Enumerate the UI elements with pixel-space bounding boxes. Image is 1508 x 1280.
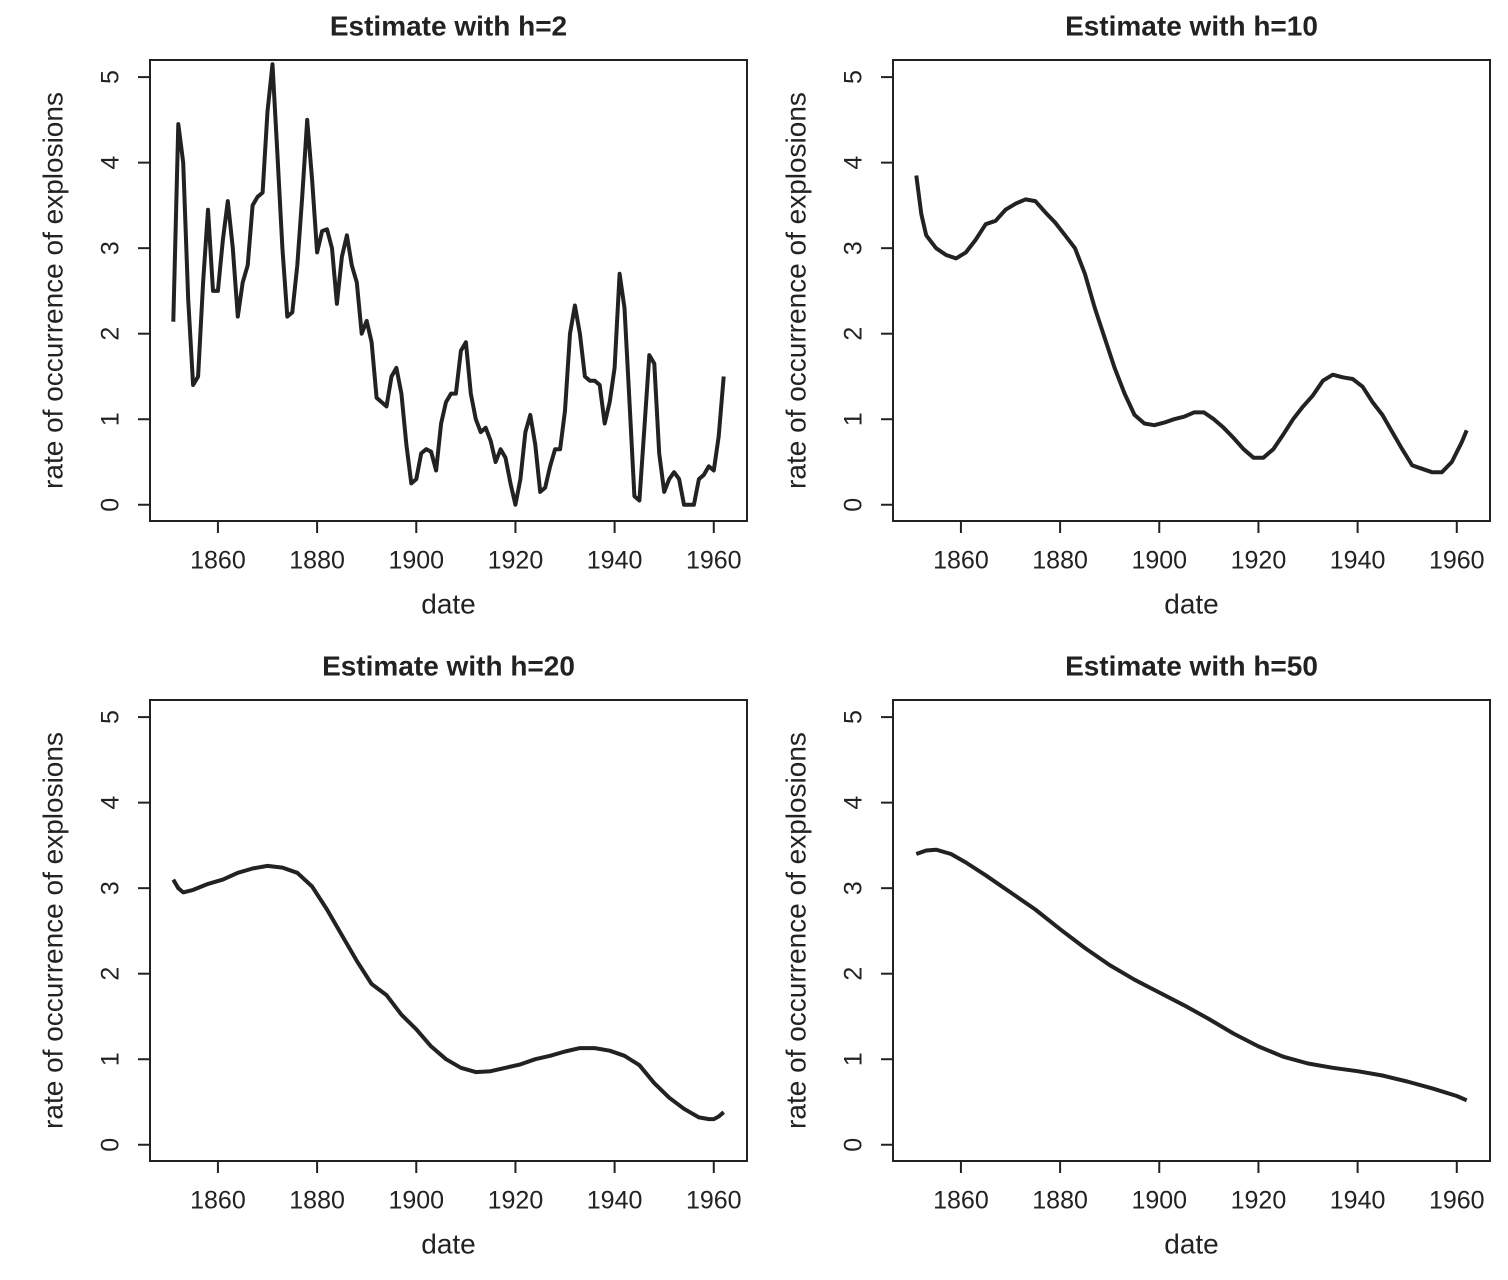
y-tick-label: 5 bbox=[97, 70, 125, 84]
x-tick-label: 1900 bbox=[388, 1187, 444, 1215]
panel: Estimate with h=50 1860 1880 1900 1920 1940 19… bbox=[780, 650, 1491, 1259]
y-tick-label: 3 bbox=[840, 881, 868, 895]
x-tick-label: 1880 bbox=[289, 547, 345, 575]
plot-box bbox=[149, 59, 748, 522]
y-tick-label: 2 bbox=[97, 967, 125, 981]
y-tick-label: 1 bbox=[840, 412, 868, 426]
plot-box bbox=[892, 59, 1491, 522]
y-tick-label: 1 bbox=[97, 412, 125, 426]
y-tick-label: 4 bbox=[840, 796, 868, 810]
x-tick-label: 1960 bbox=[1429, 547, 1485, 575]
data-line bbox=[914, 175, 1469, 475]
x-tick-label: 1860 bbox=[190, 1187, 246, 1215]
y-tick-label: 2 bbox=[97, 327, 125, 341]
y-tick-label: 5 bbox=[840, 70, 868, 84]
y-axis-label: rate of occurrence of explosions bbox=[780, 92, 811, 489]
x-axis-label: date bbox=[421, 588, 476, 619]
y-tick-label: 4 bbox=[97, 156, 125, 170]
x-tick-label: 1900 bbox=[1131, 1187, 1187, 1215]
x-tick-label: 1860 bbox=[933, 1187, 989, 1215]
data-line bbox=[915, 847, 1468, 1103]
x-tick-label: 1940 bbox=[587, 1187, 643, 1215]
y-tick-label: 0 bbox=[840, 1138, 868, 1152]
x-tick-label: 1940 bbox=[1330, 1187, 1386, 1215]
x-axis-label: date bbox=[421, 1228, 476, 1259]
y-tick-label: 5 bbox=[97, 710, 125, 724]
y-tick-label: 4 bbox=[97, 796, 125, 810]
x-tick-label: 1920 bbox=[488, 1187, 544, 1215]
x-tick-label: 1920 bbox=[488, 547, 544, 575]
data-line bbox=[171, 863, 726, 1122]
y-axis-label: rate of occurrence of explosions bbox=[780, 732, 811, 1129]
y-tick-label: 2 bbox=[840, 327, 868, 341]
y-tick-label: 4 bbox=[840, 156, 868, 170]
x-tick-label: 1960 bbox=[686, 547, 742, 575]
y-tick-label: 3 bbox=[97, 881, 125, 895]
x-tick-label: 1880 bbox=[1032, 1187, 1088, 1215]
x-tick-label: 1960 bbox=[1429, 1187, 1485, 1215]
x-tick-label: 1960 bbox=[686, 1187, 742, 1215]
y-axis-label: rate of occurrence of explosions bbox=[37, 732, 68, 1129]
x-tick-label: 1920 bbox=[1231, 1187, 1287, 1215]
y-tick-label: 3 bbox=[97, 241, 125, 255]
x-tick-label: 1900 bbox=[388, 547, 444, 575]
x-axis-label: date bbox=[1164, 1228, 1219, 1259]
y-tick-label: 0 bbox=[840, 498, 868, 512]
x-tick-label: 1940 bbox=[587, 547, 643, 575]
x-tick-label: 1860 bbox=[190, 547, 246, 575]
panel-title: Estimate with h=10 bbox=[1065, 10, 1318, 41]
x-axis-label: date bbox=[1164, 588, 1219, 619]
panel: Estimate with h=20 1860 1880 1900 1920 1940 19… bbox=[37, 650, 748, 1259]
panel-title: Estimate with h=50 bbox=[1065, 650, 1318, 681]
panel: Estimate with h=2 1860 1880 1900 1920 1940 196… bbox=[37, 10, 748, 619]
x-tick-label: 1880 bbox=[289, 1187, 345, 1215]
x-tick-label: 1940 bbox=[1330, 547, 1386, 575]
x-tick-label: 1900 bbox=[1131, 547, 1187, 575]
x-tick-label: 1860 bbox=[933, 547, 989, 575]
x-tick-label: 1920 bbox=[1231, 547, 1287, 575]
panel-title: Estimate with h=2 bbox=[330, 10, 567, 41]
y-tick-label: 2 bbox=[840, 967, 868, 981]
y-tick-label: 1 bbox=[97, 1052, 125, 1066]
plot-box bbox=[892, 699, 1491, 1162]
y-tick-label: 3 bbox=[840, 241, 868, 255]
plot-box bbox=[149, 699, 748, 1162]
y-tick-label: 5 bbox=[840, 710, 868, 724]
y-tick-label: 0 bbox=[97, 498, 125, 512]
y-axis-label: rate of occurrence of explosions bbox=[37, 92, 68, 489]
panel: Estimate with h=10 1860 1880 1900 1920 1940 19… bbox=[780, 10, 1491, 619]
panel-title: Estimate with h=20 bbox=[322, 650, 575, 681]
y-tick-label: 0 bbox=[97, 1138, 125, 1152]
y-tick-label: 1 bbox=[840, 1052, 868, 1066]
x-tick-label: 1880 bbox=[1032, 547, 1088, 575]
data-line bbox=[171, 62, 726, 507]
